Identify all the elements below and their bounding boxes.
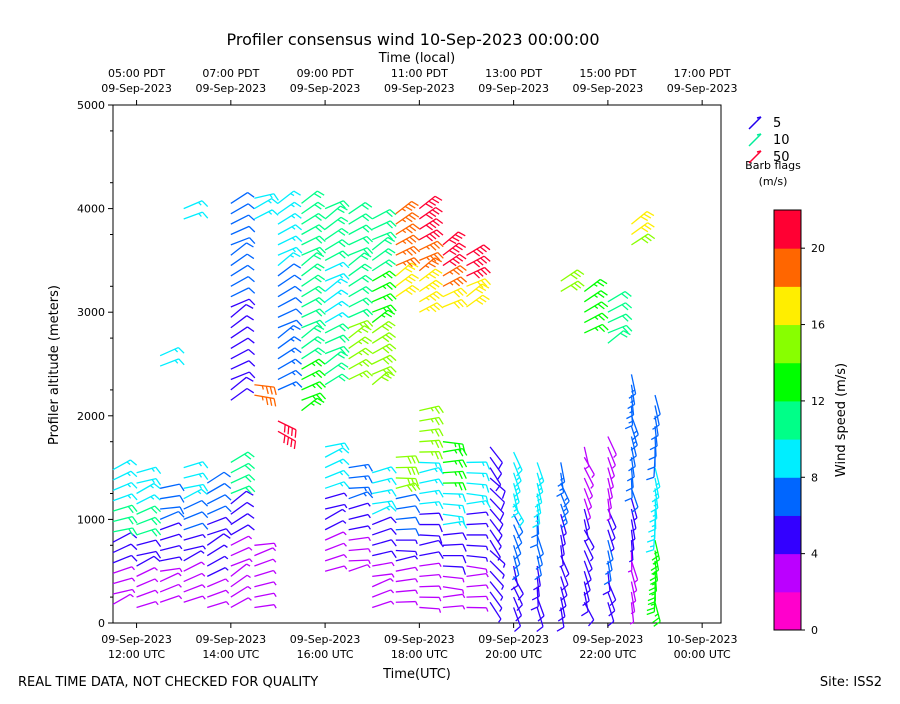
x-tick-label-date: 09-Sep-2023 [101,633,172,646]
colorbar-segment [774,401,801,440]
colorbar: 0 4 8 12 16 20 [774,210,825,637]
barb-legend-title-line2: (m/s) [759,175,788,188]
x-top-tick-label-date: 09-Sep-2023 [478,82,549,95]
x-top-tick-label-time: 07:00 PDT [202,67,259,80]
barb-flag [288,426,289,434]
barb-half-flag [459,516,460,520]
plot-frame [113,105,721,623]
barb-flag [295,430,296,438]
x-tick-label-time: 16:00 UTC [297,648,354,661]
x-top-tick-label-time: 13:00 PDT [485,67,542,80]
legend-barb-shaft [749,117,761,129]
colorbar-tick-label: 20 [811,242,825,255]
x-tick-label-time: 00:00 UTC [674,648,731,661]
colorbar-segment [774,477,801,516]
colorbar-segment [774,439,801,478]
barb-legend-label: 10 [773,133,790,148]
x-tick-label-time: 20:00 UTC [485,648,542,661]
barb-shaft [466,596,486,597]
legend-barb-flag [757,117,761,118]
x-axis-label: Time(UTC) [382,667,451,682]
barb-shaft [466,473,486,474]
x-tick-label-time: 22:00 UTC [579,648,636,661]
footer-site-label: Site: ISS2 [820,675,882,690]
barb-shaft [349,560,369,561]
barb-half-flag [262,396,263,400]
colorbar-segment [774,248,801,287]
barb-half-flag [486,569,487,573]
x-tick-label-time: 14:00 UTC [202,648,259,661]
x-top-tick-label-time: 11:00 PDT [391,67,448,80]
footer-quality-note: REAL TIME DATA, NOT CHECKED FOR QUALITY [18,675,318,690]
barb-flag [514,626,520,631]
y-tick-label: 5000 [77,99,105,112]
x-top-tick-label-date: 09-Sep-2023 [573,82,644,95]
colorbar-tick-label: 8 [811,471,818,484]
barb-flag [284,424,285,432]
colorbar-tick-label: 12 [811,395,825,408]
chart-title: Profiler consensus wind 10-Sep-2023 00:0… [227,30,600,49]
x-axis-top-label: Time (local) [378,51,455,66]
legend-barb-shaft [749,134,761,146]
x-tick-label-date: 09-Sep-2023 [384,633,455,646]
barb-shaft [396,478,416,479]
x-tick-label-time: 12:00 UTC [108,648,165,661]
x-top-tick-label-time: 15:00 PDT [579,67,636,80]
colorbar-segment [774,554,801,593]
barb-legend: 5 10 50 [749,116,790,165]
legend-barb-flag [757,151,761,152]
barb-flag [557,627,564,631]
x-top-tick-label-time: 05:00 PDT [108,67,165,80]
x-top-tick-label-date: 09-Sep-2023 [384,82,455,95]
barb-legend-entry: 10 [749,133,790,148]
barb-flag [537,627,543,632]
x-top-tick-label-time: 09:00 PDT [297,67,354,80]
barb-legend-label: 50 [773,150,790,165]
x-top-tick-label-date: 09-Sep-2023 [195,82,266,95]
x-tick-label-date: 09-Sep-2023 [195,633,266,646]
barb-shaft [419,586,439,587]
colorbar-tick-label: 4 [811,548,818,561]
x-tick-label-date: 09-Sep-2023 [573,633,644,646]
colorbar-segment [774,592,801,631]
legend-barb-flag [757,134,761,135]
x-top-tick-label-date: 09-Sep-2023 [290,82,361,95]
barb-shaft [396,602,416,603]
colorbar-label: Wind speed (m/s) [834,363,849,477]
y-tick-label: 4000 [77,203,105,216]
barb-flag [292,428,293,436]
colorbar-segment [774,210,801,249]
x-top-tick-label-date: 09-Sep-2023 [101,82,172,95]
y-tick-label: 2000 [77,410,105,423]
x-tick-label-date: 10-Sep-2023 [667,633,738,646]
barb-shaft [419,462,439,463]
plot-area [113,105,721,623]
colorbar-segment [774,515,801,554]
x-top-tick-label-date: 09-Sep-2023 [667,82,738,95]
barb-legend-label: 5 [773,116,781,131]
colorbar-tick-label: 16 [811,319,825,332]
colorbar-segment [774,325,801,364]
x-top-tick-label-time: 17:00 PDT [674,67,731,80]
x-tick-label-date: 09-Sep-2023 [478,633,549,646]
y-tick-label: 0 [98,617,105,630]
colorbar-segment [774,363,801,402]
barb-shaft [443,494,463,495]
colorbar-segment [774,286,801,325]
x-tick-label-date: 09-Sep-2023 [290,633,361,646]
barb-half-flag [463,590,464,594]
y-axis-label: Profiler altitude (meters) [47,285,62,445]
x-tick-label-time: 18:00 UTC [391,648,448,661]
barb-legend-entry: 5 [749,116,781,131]
y-tick-label: 1000 [77,513,105,526]
colorbar-tick-label: 0 [811,624,818,637]
barb-half-flag [482,496,483,500]
y-tick-label: 3000 [77,306,105,319]
